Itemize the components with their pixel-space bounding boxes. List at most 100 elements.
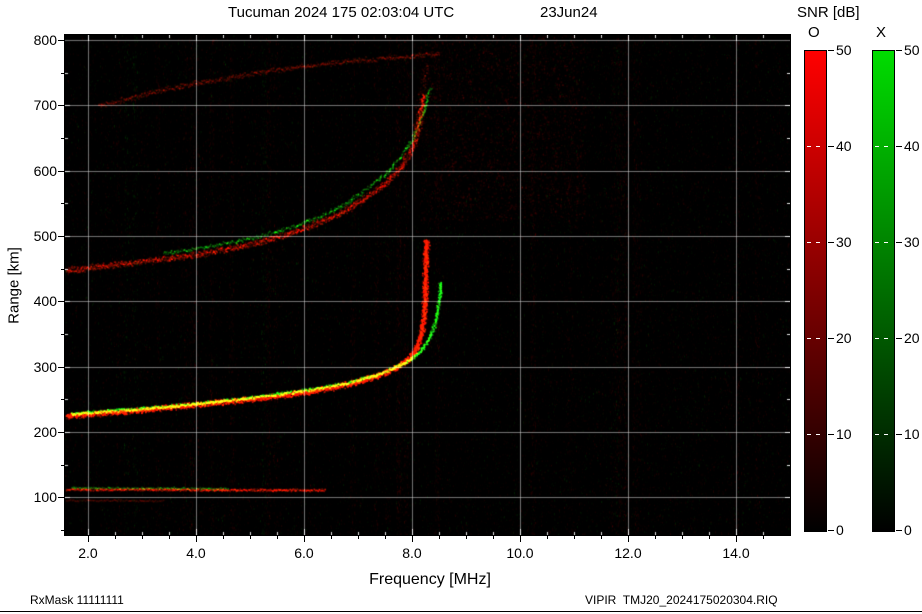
colorbar-X	[872, 50, 895, 532]
plot-frame	[64, 34, 791, 536]
y-minor-tick	[61, 399, 64, 401]
colorbar-tick-label: 10	[836, 426, 852, 442]
x-minor-tick	[546, 536, 548, 539]
y-major-tick	[58, 497, 64, 499]
y-major-tick	[58, 366, 64, 368]
x-minor-tick	[168, 536, 170, 539]
colorbar-tick-mark	[828, 434, 834, 435]
x-minor-tick	[249, 536, 251, 539]
colorbar-tick-label: 10	[904, 426, 920, 442]
colorbar-tick-mark	[896, 50, 902, 51]
colorbar-tick-label: 40	[836, 138, 852, 154]
y-axis-label: Range [km]	[5, 247, 23, 324]
plot-title: Tucuman 2024 175 02:03:04 UTC	[228, 4, 455, 21]
colorbar-inner-tick	[875, 242, 891, 243]
x-major-tick	[195, 536, 197, 542]
x-tick-label: 8.0	[402, 545, 422, 561]
colorbar-inner-tick	[875, 434, 891, 435]
y-tick-label: 100	[33, 489, 57, 506]
x-tick-label: 4.0	[186, 545, 206, 561]
x-minor-tick	[762, 536, 764, 539]
colorbar-tick-label: 50	[836, 42, 852, 58]
y-tick-label: 200	[33, 423, 57, 440]
colorbar-tick-label: 50	[904, 42, 920, 58]
x-major-tick	[303, 536, 305, 542]
colorbar-tick-label: 0	[836, 522, 844, 538]
snr-scale-title: SNR [dB]	[797, 4, 860, 21]
colorbar-inner-tick	[807, 338, 823, 339]
colorbar-tick-mark	[896, 338, 902, 339]
colorbar-tick-label: 0	[904, 522, 912, 538]
x-minor-tick	[357, 536, 359, 539]
x-minor-tick	[708, 536, 710, 539]
x-tick-label: 2.0	[78, 545, 98, 561]
bottom-divider	[0, 611, 922, 612]
colorbar-label-O: O	[808, 24, 820, 41]
x-minor-tick	[492, 536, 494, 539]
y-major-tick	[58, 431, 64, 433]
colorbar-inner-tick	[875, 146, 891, 147]
x-minor-tick	[330, 536, 332, 539]
x-minor-tick	[222, 536, 224, 539]
colorbar-inner-tick	[807, 242, 823, 243]
y-major-tick	[58, 170, 64, 172]
y-minor-tick	[61, 464, 64, 466]
x-minor-tick	[141, 536, 143, 539]
colorbar-tick-mark	[896, 530, 902, 531]
colorbar-tick-label: 20	[904, 330, 920, 346]
colorbar-tick-mark	[828, 146, 834, 147]
x-major-tick	[411, 536, 413, 542]
colorbar-tick-label: 30	[836, 234, 852, 250]
colorbar-tick-mark	[828, 338, 834, 339]
y-minor-tick	[61, 529, 64, 531]
y-tick-label: 600	[33, 162, 57, 179]
x-minor-tick	[600, 536, 602, 539]
y-major-tick	[58, 40, 64, 42]
colorbar-inner-tick	[807, 434, 823, 435]
filename-text: VIPIR TMJ20_2024175020304.RIQ	[585, 593, 778, 607]
x-tick-label: 12.0	[614, 545, 642, 561]
y-tick-label: 300	[33, 358, 57, 375]
colorbar-O	[804, 50, 827, 532]
x-tick-label: 10.0	[506, 545, 534, 561]
x-tick-label: 14.0	[722, 545, 750, 561]
colorbar-tick-mark	[896, 242, 902, 243]
y-tick-label: 400	[33, 293, 57, 310]
y-tick-label: 700	[33, 97, 57, 114]
colorbar-tick-mark	[828, 50, 834, 51]
y-minor-tick	[61, 138, 64, 140]
x-minor-tick	[654, 536, 656, 539]
x-minor-tick	[465, 536, 467, 539]
x-minor-tick	[384, 536, 386, 539]
colorbar-tick-mark	[828, 530, 834, 531]
colorbar-tick-mark	[896, 434, 902, 435]
x-major-tick	[735, 536, 737, 542]
x-minor-tick	[681, 536, 683, 539]
plot-date: 23Jun24	[540, 4, 598, 21]
colorbar-tick-label: 30	[904, 234, 920, 250]
x-minor-tick	[438, 536, 440, 539]
y-major-tick	[58, 301, 64, 303]
colorbar-tick-mark	[896, 146, 902, 147]
x-minor-tick	[114, 536, 116, 539]
y-major-tick	[58, 105, 64, 107]
rxmask-text: RxMask 11111111	[30, 593, 124, 607]
colorbar-label-X: X	[876, 24, 887, 41]
x-minor-tick	[276, 536, 278, 539]
y-minor-tick	[61, 333, 64, 335]
x-tick-label: 6.0	[294, 545, 314, 561]
y-major-tick	[58, 236, 64, 238]
x-major-tick	[519, 536, 521, 542]
ionogram-canvas	[65, 35, 790, 535]
x-major-tick	[87, 536, 89, 542]
y-tick-label: 500	[33, 228, 57, 245]
y-minor-tick	[61, 72, 64, 74]
colorbar-tick-mark	[828, 242, 834, 243]
colorbar-tick-label: 40	[904, 138, 920, 154]
y-minor-tick	[61, 268, 64, 270]
colorbar-tick-label: 20	[836, 330, 852, 346]
x-minor-tick	[573, 536, 575, 539]
y-minor-tick	[61, 203, 64, 205]
colorbar-inner-tick	[875, 338, 891, 339]
